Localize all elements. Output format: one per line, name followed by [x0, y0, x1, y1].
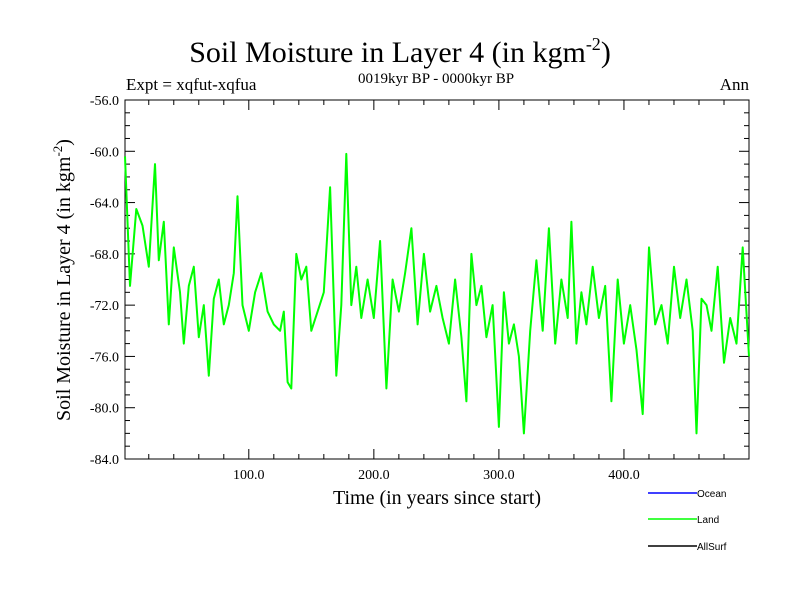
x-axis: 100.0 200.0 300.0 400.0 — [148, 100, 725, 483]
y-tick-label: -84.0 — [90, 453, 119, 468]
y-axis: -84.0 -80.0 -76.0 -72.0 -68.0 -64.0 -60.0 -56.0 — [90, 94, 749, 468]
subtitle-season: Ann — [720, 75, 750, 94]
y-tick-label: -72.0 — [90, 299, 119, 314]
x-tick-label: 300.0 — [483, 468, 515, 483]
y-tick-label: -64.0 — [90, 197, 119, 212]
legend-label-ocean: Ocean — [697, 489, 726, 500]
y-tick-label: -76.0 — [90, 350, 119, 365]
y-axis-label: Soil Moisture in Layer 4 (in kgm-2) — [50, 139, 75, 421]
y-tick-label: -56.0 — [90, 94, 119, 109]
x-axis-label: Time (in years since start) — [333, 487, 541, 509]
x-tick-label: 100.0 — [233, 468, 265, 483]
y-tick-label: -60.0 — [90, 145, 119, 160]
legend: Ocean Land AllSurf — [648, 489, 727, 553]
x-tick-label: 200.0 — [358, 468, 390, 483]
legend-label-land: Land — [697, 515, 719, 526]
y-tick-label: -68.0 — [90, 248, 119, 263]
chart-title: Soil Moisture in Layer 4 (in kgm-2) — [189, 34, 611, 69]
y-tick-label: -80.0 — [90, 402, 119, 417]
x-tick-label: 400.0 — [608, 468, 640, 483]
subtitle-period: 0019kyr BP - 0000kyr BP — [358, 71, 514, 87]
legend-label-allsurf: AllSurf — [697, 542, 727, 553]
subtitle-expt: Expt = xqfut-xqfua — [126, 75, 257, 94]
series-line-land — [124, 152, 750, 435]
